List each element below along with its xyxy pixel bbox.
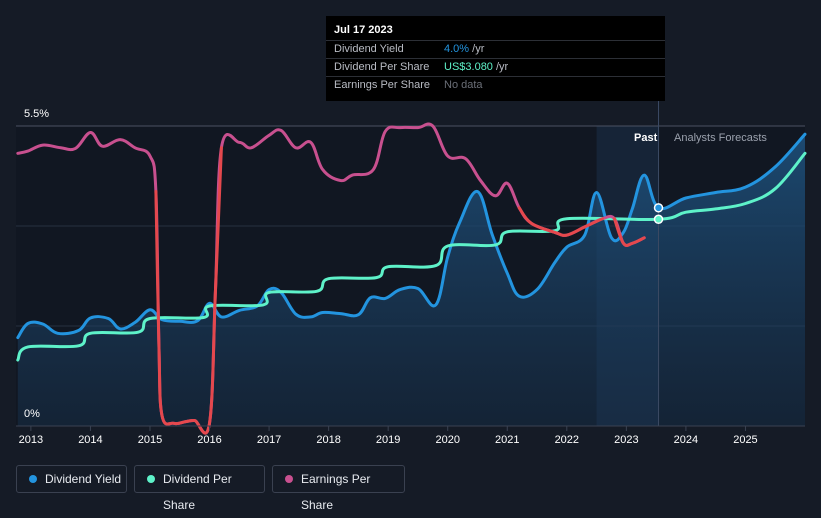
tooltip-date: Jul 17 2023 [334, 24, 393, 36]
series-lines [16, 122, 807, 435]
y-tick-label-bottom: 0% [24, 408, 40, 420]
x-tick-label: 2017 [257, 434, 281, 446]
tooltip-value-number: No data [444, 79, 483, 91]
legend-item-dividend-per-share[interactable]: Dividend Per Share [134, 465, 265, 512]
tooltip-marker-dividend-per-share [653, 214, 664, 225]
series-line-earnings-decline-segment [154, 146, 223, 435]
legend-item-dividend-yield[interactable]: Dividend Yield [16, 465, 127, 493]
y-tick-label-top: 5.5% [24, 108, 50, 120]
x-tick-label: 2021 [495, 434, 519, 446]
tooltip-key: Earnings Per Share [334, 79, 430, 91]
tooltip-marker-dividend-yield [653, 203, 664, 213]
series-line-dividend-per-share [16, 151, 807, 362]
tooltip-value-number: 4.0% [444, 43, 470, 55]
tooltip-row-earnings-per-share: Earnings Per Share No data [326, 76, 665, 94]
x-tick-label: 2018 [316, 434, 340, 446]
x-tick-label: 2025 [733, 434, 757, 446]
x-tick-label: 2023 [614, 434, 638, 446]
legend-label: Dividend Yield [45, 472, 122, 486]
series-line-earnings-decline-segment [612, 217, 646, 247]
x-tick-label: 2014 [78, 434, 102, 446]
past-label: Past [634, 132, 658, 144]
x-tick-label: 2013 [19, 434, 43, 446]
tooltip-markers [653, 203, 664, 225]
tooltip-key: Dividend Per Share [334, 61, 430, 73]
x-axis-ticks: 2013 2014 2015 2016 2017 2018 2019 2020 2021 2022… [19, 426, 758, 446]
legend-dot-icon [29, 475, 37, 483]
tooltip-value: US$3.080 /yr [444, 61, 508, 73]
tooltip-value-suffix: /yr [469, 43, 485, 55]
x-tick-label: 2019 [376, 434, 400, 446]
tooltip-row-dividend-yield: Dividend Yield 4.0% /yr [326, 40, 665, 58]
tooltip-value-number: US$3.080 [444, 61, 493, 73]
x-tick-label: 2016 [197, 434, 221, 446]
tooltip-value: 4.0% /yr [444, 43, 484, 55]
series-line-dividend-yield [16, 132, 807, 340]
tooltip-value-suffix: /yr [492, 61, 509, 73]
tooltip-value: No data [444, 79, 483, 91]
legend-dot-icon [285, 475, 293, 483]
x-tick-label: 2015 [138, 434, 162, 446]
x-tick-label: 2020 [435, 434, 459, 446]
series-line-earnings-decline-segment [517, 206, 604, 237]
legend-dot-icon [147, 475, 155, 483]
x-tick-label: 2024 [674, 434, 698, 446]
tooltip-key: Dividend Yield [334, 43, 404, 55]
legend-item-earnings-per-share[interactable]: Earnings Per Share [272, 465, 405, 512]
tooltip: Jul 17 2023 Dividend Yield 4.0% /yr Divi… [326, 16, 665, 101]
tooltip-row-dividend-per-share: Dividend Per Share US$3.080 /yr [326, 58, 665, 76]
x-tick-label: 2022 [555, 434, 579, 446]
forecast-label: Analysts Forecasts [674, 132, 767, 144]
